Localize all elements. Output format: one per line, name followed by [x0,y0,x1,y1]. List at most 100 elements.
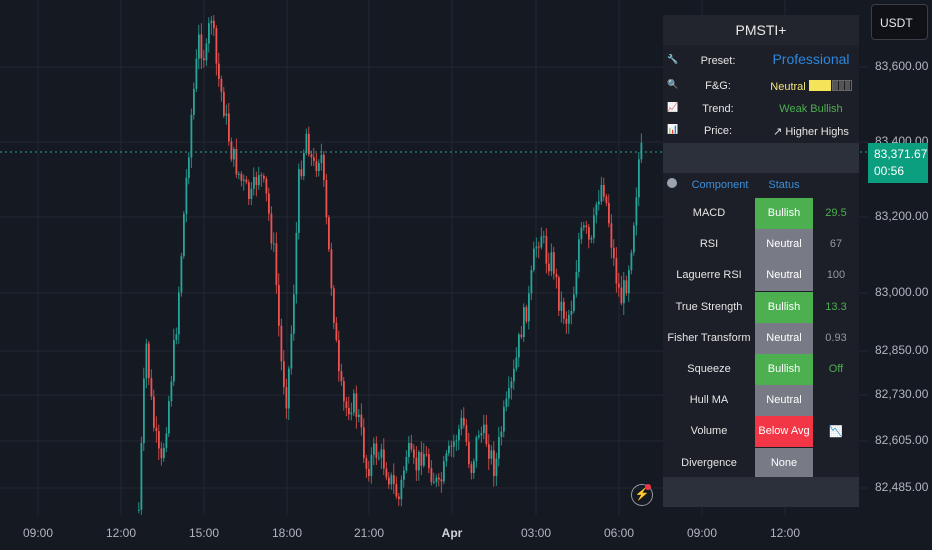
candle-body [280,325,283,362]
component-name: Hull MA [689,394,729,407]
candle-body [148,343,150,379]
candle-body [410,443,413,450]
component-status: Below Avg [755,416,813,448]
candle-body [145,343,148,379]
component-column-header: Component [691,179,749,191]
candle-body [405,456,408,471]
price-tick-label: 83,600.00 [875,59,929,73]
component-status: Bullish [755,198,813,229]
candle-body [395,483,398,497]
candle-body [195,58,198,89]
component-status: Bullish [755,291,813,323]
candle-body [343,381,345,402]
candle-body [315,161,318,172]
currency-selector[interactable]: USDT [871,4,928,40]
candle-body [213,20,215,29]
candle-body [383,449,385,469]
candle-body [503,406,505,432]
time-tick-label: 15:00 [188,526,220,540]
candle-body [220,78,223,92]
candle-body [288,368,290,409]
candle-body [240,173,243,181]
pmsti-panel: PMSTI+ 🔧 Preset: Professional 🔍 F&G: Neutral 📈… [663,15,859,507]
component-value: 0.93 [825,331,847,344]
price-tick-label: 82,605.00 [875,433,929,447]
candle-body [505,398,508,407]
component-row: MACD Bullish 29.5 [663,198,859,229]
candle-body [273,243,275,245]
candle-body [378,457,380,459]
candle-body [375,443,378,458]
candle-body [560,301,563,311]
candle-body [440,479,443,482]
panel-footer [663,477,859,507]
candle-body [475,437,478,462]
candle-body [188,157,190,178]
candle-body [430,468,433,483]
info-value-text: Weak Bullish [779,103,843,115]
component-value: 📉 [829,426,843,439]
candle-body [533,248,535,271]
candle-body [525,307,528,322]
price-tick-label: 83,000.00 [875,285,929,299]
candle-body [415,457,418,471]
candle-body [558,277,560,311]
candle-body [293,294,295,334]
candle-body [595,204,598,216]
info-value: ↗ Higher Highs [763,125,859,138]
candle-body [630,252,633,271]
fear-greed-gauge [808,80,852,94]
candle-body [583,225,585,228]
component-row: Hull MA Neutral [663,385,859,417]
candle-body [155,427,158,432]
candle-body [515,357,518,369]
candle-body [243,179,245,181]
candle-body [265,178,268,194]
info-label: Price: [703,125,733,137]
component-header: Component Status [663,175,859,195]
candle-body [168,401,170,434]
candle-body [613,247,615,259]
candle-body [230,141,233,160]
candle-body [238,173,240,175]
candle-body [278,284,280,326]
candle-body [620,287,623,304]
candle-body [450,445,453,447]
lightning-icon[interactable]: ⚡ [631,484,653,506]
time-tick-label: 09:00 [22,526,54,540]
candle-body [300,169,303,177]
component-name: Laguerre RSI [676,269,742,282]
candle-body [553,252,555,274]
candle-body [508,388,510,399]
candle-body [470,464,473,473]
candle-body [448,445,450,454]
time-tick-label: 09:00 [686,526,718,540]
candle-body [318,162,320,172]
candle-body [253,176,255,189]
candle-body [615,258,618,284]
candle-body [193,88,195,115]
last-price-value: 83,371.67 [874,147,928,161]
component-row: Laguerre RSI Neutral 100 [663,260,859,292]
candle-body [588,227,590,240]
candle-body [510,381,513,389]
candle-body [200,34,203,59]
candle-body [250,188,253,199]
candle-body [563,301,565,319]
candle-body [548,263,550,272]
candle-body [320,154,323,163]
candle-body [413,449,415,458]
candle-body [363,427,365,459]
component-status: Neutral [755,322,813,354]
candle-body [565,318,568,324]
candle-body [468,441,470,465]
candle-body [153,396,155,428]
candle-body [140,443,143,510]
time-tick-label: 12:00 [105,526,137,540]
info-value-text: Higher Highs [785,126,849,138]
candle-body [283,361,285,387]
info-label: Trend: [702,103,734,115]
candle-body [463,417,465,426]
magnifier-icon: 🔍 [667,79,679,89]
